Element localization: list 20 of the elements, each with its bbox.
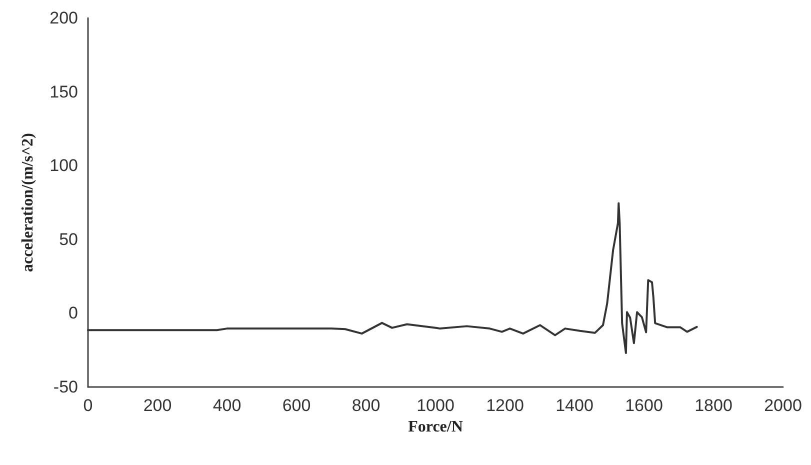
x-tick-label: 600: [282, 396, 311, 415]
y-axis-title: acceleration/(m/s^2): [20, 132, 36, 272]
x-tick-label: 1800: [694, 396, 732, 415]
y-tick-label: 50: [59, 230, 78, 249]
x-tick-label: 2000: [764, 396, 802, 415]
y-tick-label: 100: [50, 156, 78, 176]
x-axis-title: Force/N: [408, 418, 464, 436]
x-tick-label: 400: [212, 396, 242, 415]
x-tick-label: 1000: [416, 396, 454, 415]
y-tick-label: 0: [68, 304, 78, 323]
x-tick-label: 200: [143, 396, 172, 415]
y-tick-label: 150: [50, 82, 78, 102]
y-tick-label: 200: [50, 8, 78, 28]
x-tick-label: 800: [352, 396, 380, 415]
x-tick-label: 1600: [625, 396, 663, 415]
x-tick-label: 1200: [486, 396, 524, 415]
x-tick-label: 1400: [556, 396, 594, 415]
y-tick-label: -50: [53, 378, 78, 396]
line-series: [87, 202, 698, 354]
x-tick-label: 0: [83, 396, 93, 415]
